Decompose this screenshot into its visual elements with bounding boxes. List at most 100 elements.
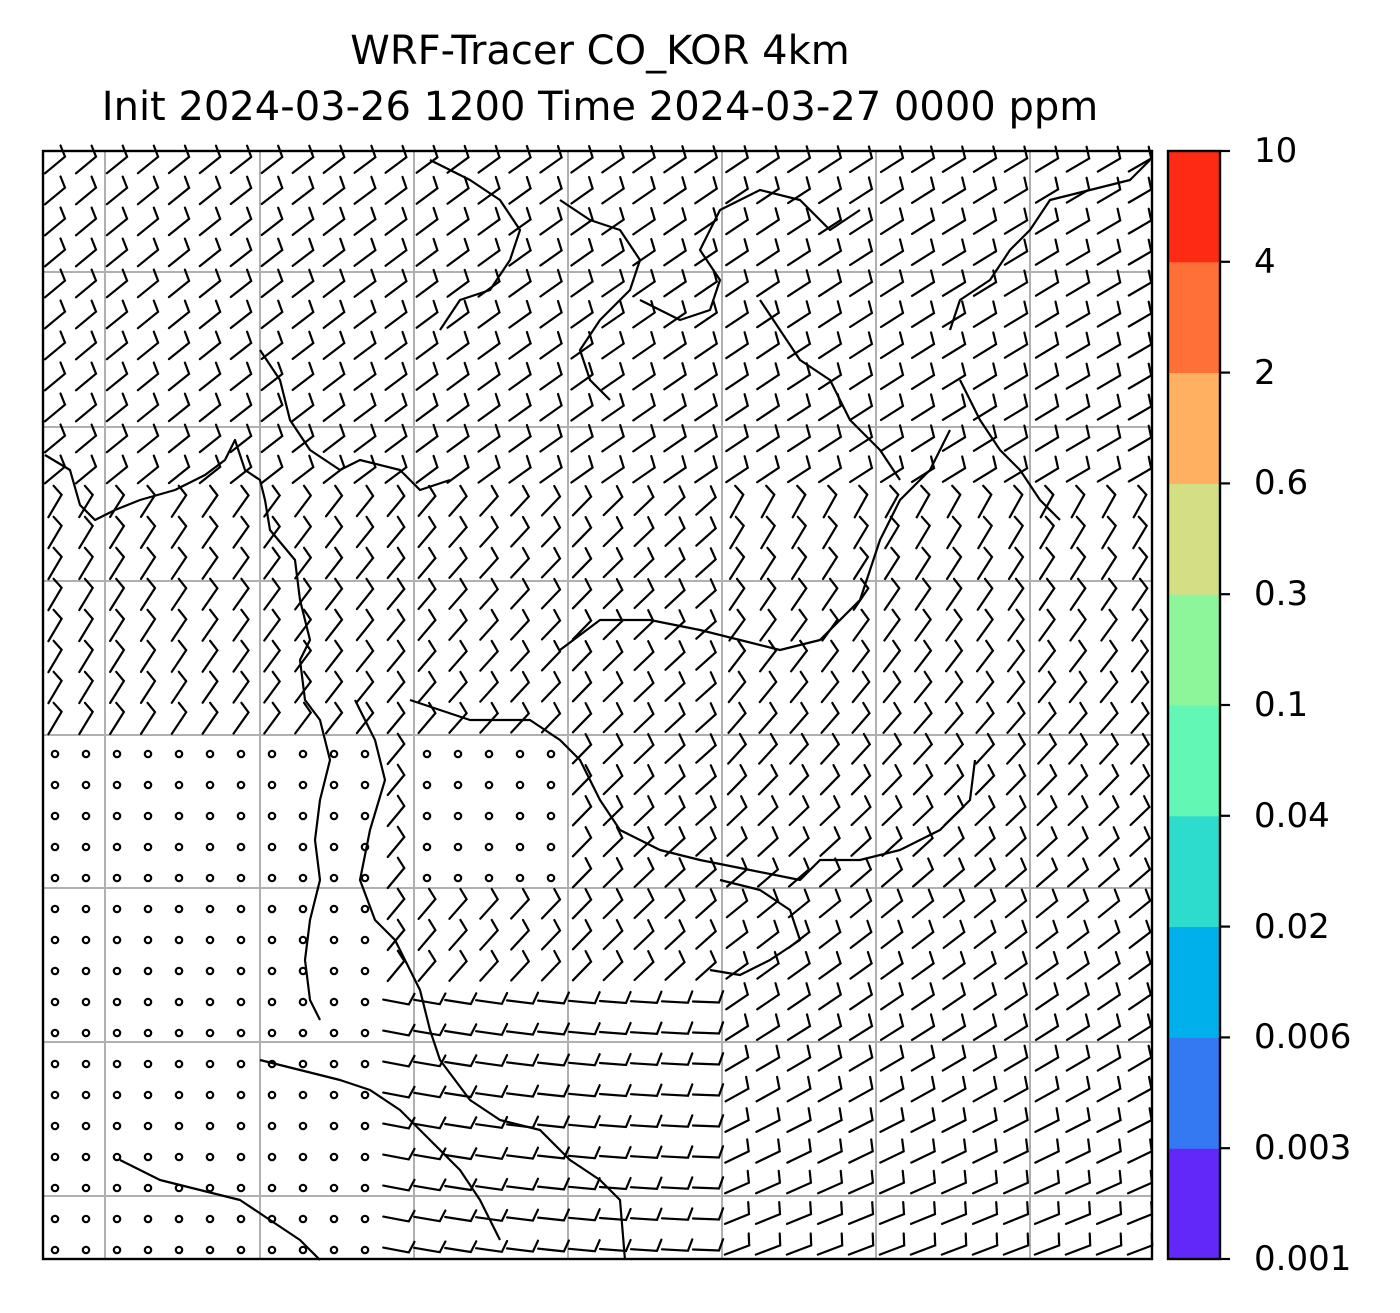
wind-barb <box>1065 269 1091 297</box>
wind-barb <box>601 455 625 484</box>
wind-barb <box>1034 1107 1060 1133</box>
wind-barb <box>448 484 468 517</box>
wind-barb <box>417 608 437 641</box>
wind-barb <box>694 207 719 236</box>
wind-barb <box>760 515 777 550</box>
wind-barb <box>660 1052 694 1066</box>
wind-barb <box>691 1052 725 1066</box>
wind-barb <box>479 949 500 982</box>
wind-barb <box>415 268 439 298</box>
wind-barb <box>727 670 747 704</box>
wind-barb <box>1127 300 1153 328</box>
calm-wind-circle <box>50 1183 60 1193</box>
wind-barb <box>1065 393 1091 421</box>
wind-barb <box>417 949 437 982</box>
wind-barb <box>695 764 718 795</box>
calm-wind-circle <box>236 1183 246 1193</box>
wind-barb <box>1096 1107 1122 1133</box>
wind-barb <box>260 299 284 330</box>
wind-barb <box>1039 484 1055 519</box>
wind-barb <box>1096 238 1122 266</box>
calm-wind-circle <box>81 1152 91 1162</box>
calm-wind-circle <box>298 811 308 821</box>
wind-barb <box>355 701 375 735</box>
wind-barb <box>382 1085 416 1099</box>
wind-barb <box>629 990 663 1004</box>
wind-barb <box>571 485 593 517</box>
calm-wind-circle <box>329 1245 339 1255</box>
wind-barb <box>1038 608 1056 642</box>
wind-barb <box>601 424 625 453</box>
wind-barb <box>386 577 406 611</box>
wind-barb <box>691 990 725 1004</box>
wind-barb <box>909 1232 937 1256</box>
wind-barb <box>849 207 874 236</box>
calm-wind-circle <box>267 904 277 914</box>
calm-wind-circle <box>236 904 246 914</box>
wind-barb <box>444 1178 478 1192</box>
wind-barb <box>913 670 933 704</box>
calm-wind-circle <box>174 1245 184 1255</box>
wind-barb <box>664 919 686 950</box>
wind-barb <box>633 764 655 796</box>
wind-barb <box>291 299 315 329</box>
wind-barb <box>974 857 997 888</box>
wind-barb <box>755 1169 782 1195</box>
calm-wind-circle <box>50 1121 60 1131</box>
calm-wind-circle <box>205 811 215 821</box>
wind-barb <box>198 330 222 361</box>
wind-barb <box>972 1013 998 1041</box>
wind-barb <box>817 1138 843 1164</box>
wind-barb <box>446 237 470 267</box>
wind-barb <box>386 794 406 828</box>
wind-barb <box>105 237 129 268</box>
wind-barb <box>759 608 777 642</box>
calm-wind-circle <box>81 1028 91 1038</box>
wind-barb <box>941 1138 967 1164</box>
calm-wind-circle <box>143 1214 153 1224</box>
wind-barb <box>976 546 994 581</box>
calm-wind-circle <box>329 1028 339 1038</box>
wind-barb <box>539 454 563 484</box>
wind-barb <box>664 733 686 764</box>
wind-barb <box>384 237 408 267</box>
wind-barb <box>910 1138 936 1164</box>
calm-wind-circle <box>298 842 308 852</box>
wind-barb <box>849 238 874 267</box>
wind-barb <box>756 331 781 360</box>
wind-barb <box>660 1145 694 1159</box>
wind-barb <box>1003 269 1029 297</box>
wind-barb <box>725 300 750 329</box>
wind-barb <box>571 640 593 672</box>
wind-barb <box>694 300 719 329</box>
wind-barb <box>694 424 719 453</box>
wind-barb <box>910 393 936 421</box>
wind-barb <box>819 826 841 857</box>
calm-wind-circle <box>205 966 215 976</box>
wind-barb <box>973 982 998 1011</box>
wind-barb <box>849 362 874 391</box>
wind-barb <box>232 484 250 518</box>
wind-barb <box>881 795 903 827</box>
wind-barb <box>105 206 129 237</box>
wind-barb <box>415 423 439 453</box>
wind-barb <box>479 887 500 920</box>
wind-barb <box>787 950 811 980</box>
wind-barb <box>136 454 160 485</box>
wind-barb <box>849 331 874 360</box>
wind-barb <box>570 176 594 205</box>
wind-barb <box>664 888 686 919</box>
wind-barb <box>353 454 377 484</box>
calm-wind-circle <box>298 935 308 945</box>
wind-barb <box>413 1240 447 1254</box>
wind-barb <box>1005 764 1027 796</box>
wind-barb <box>324 546 344 580</box>
wind-barb <box>879 1169 906 1195</box>
wind-barb <box>786 1138 812 1164</box>
wind-barb <box>1100 639 1119 673</box>
wind-barb <box>817 1107 843 1133</box>
wind-barb <box>788 795 810 827</box>
wind-barb <box>109 546 126 581</box>
calm-wind-circle <box>360 1059 370 1069</box>
wind-barb <box>912 764 934 796</box>
